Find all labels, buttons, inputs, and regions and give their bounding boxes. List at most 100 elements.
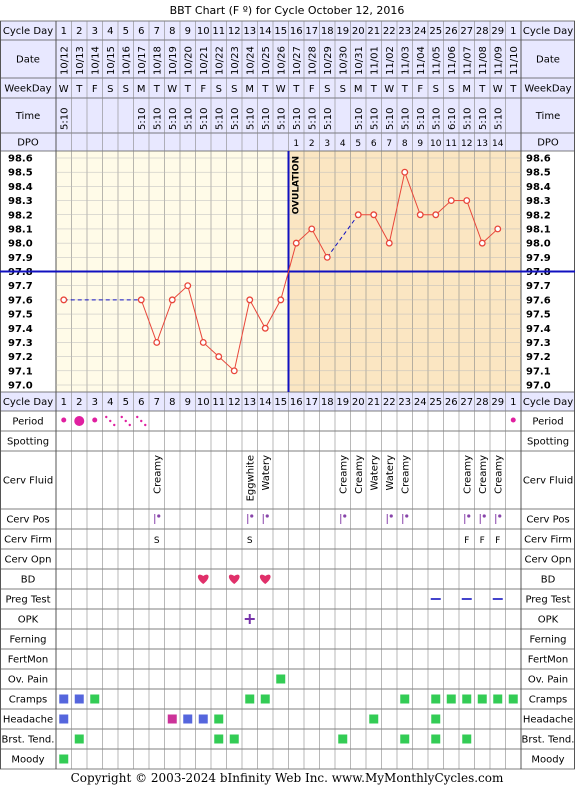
y-tick-label-left: 97.7 bbox=[8, 281, 33, 292]
cycle-day-number-lower: 16 bbox=[290, 397, 303, 408]
weekday-cell: T bbox=[261, 84, 269, 95]
temp-line-segment bbox=[311, 228, 328, 258]
row-label-ferning: Ferning bbox=[9, 635, 46, 646]
cycle-day-number: 13 bbox=[243, 26, 256, 37]
header-background bbox=[0, 21, 575, 151]
date-cell: 10/13 bbox=[75, 46, 86, 75]
temp-point bbox=[153, 338, 161, 346]
y-tick-label-right: 97.9 bbox=[526, 253, 551, 264]
date-cell: 10/27 bbox=[292, 46, 303, 75]
temp-point bbox=[168, 296, 176, 304]
cycle-day-number-lower: 10 bbox=[197, 397, 210, 408]
ov-pain-marker bbox=[276, 674, 286, 684]
cerv-fluid-entry: Creamy bbox=[338, 455, 349, 494]
date-cell: 11/08 bbox=[478, 46, 489, 75]
row-label-right-date: Date bbox=[536, 55, 560, 66]
cycle-day-number-lower: 7 bbox=[154, 397, 160, 408]
row-label-right-period: Period bbox=[532, 417, 563, 428]
y-tick-label-right: 97.3 bbox=[526, 338, 551, 349]
y-tick-label-right: 98.6 bbox=[526, 154, 551, 165]
row-label-time: Time bbox=[15, 111, 40, 122]
weekday-cell: W bbox=[493, 84, 503, 95]
period-spotting-dot bbox=[113, 423, 116, 427]
bd-heart-icon bbox=[228, 574, 240, 584]
cycle-day-number: 23 bbox=[398, 26, 411, 37]
temp-line-segment bbox=[140, 299, 158, 343]
date-cell: 10/31 bbox=[354, 46, 365, 75]
row-label-right-weekday: WeekDay bbox=[524, 84, 571, 95]
row-label-date: Date bbox=[16, 55, 40, 66]
dpo-cell: 4 bbox=[340, 139, 346, 149]
y-tick-label-right: 97.5 bbox=[526, 310, 551, 321]
time-cell: 5:10 bbox=[183, 108, 194, 130]
temp-line-segment bbox=[249, 299, 266, 329]
row-label-right-headache: Headache bbox=[523, 715, 573, 726]
cycle-day-number: 15 bbox=[274, 26, 287, 37]
cerv-pos-dot bbox=[157, 514, 161, 518]
dpo-cell: 10 bbox=[430, 139, 442, 149]
cycle-day-number: 12 bbox=[228, 26, 241, 37]
cerv-fluid-entry: Creamy bbox=[152, 455, 163, 494]
row-label-brst-tend: Brst. Tend. bbox=[2, 735, 55, 746]
date-cell: 11/09 bbox=[493, 46, 504, 75]
headache-marker bbox=[431, 714, 441, 724]
row-label-cerv-fluid: Cerv Fluid bbox=[3, 476, 53, 487]
cramps-marker bbox=[431, 694, 441, 704]
temp-point bbox=[354, 211, 362, 219]
cycle-day-number: 16 bbox=[290, 26, 303, 37]
y-tick-label-left: 98.1 bbox=[8, 224, 33, 235]
y-tick-label-right: 97.0 bbox=[526, 381, 551, 392]
period-spotting-dot bbox=[109, 419, 112, 423]
row-label-period: Period bbox=[12, 417, 43, 428]
date-cell: 10/29 bbox=[323, 46, 334, 75]
dpo-cell: 7 bbox=[386, 139, 392, 149]
row-label-fertmon: FertMon bbox=[8, 655, 48, 666]
cycle-day-number-lower: 13 bbox=[243, 397, 256, 408]
headache-marker bbox=[214, 714, 224, 724]
cycle-day-number-lower: 25 bbox=[429, 397, 442, 408]
weekday-cell: S bbox=[448, 84, 454, 95]
cycle-day-number-lower: 29 bbox=[491, 397, 504, 408]
dpo-cell: 9 bbox=[417, 139, 423, 149]
date-cell: 10/17 bbox=[137, 46, 148, 75]
temp-line-segment bbox=[156, 299, 173, 343]
cerv-fluid-entry: Watery bbox=[261, 455, 272, 491]
row-label-right-brst-tend: Brst. Tend. bbox=[522, 735, 575, 746]
cycle-day-row-background bbox=[0, 392, 575, 411]
cycle-day-number: 20 bbox=[352, 26, 365, 37]
cycle-day-number: 7 bbox=[154, 26, 160, 37]
cycle-day-number-lower: 8 bbox=[169, 397, 175, 408]
cycle-day-number-lower: 20 bbox=[352, 397, 365, 408]
time-cell: 5:10 bbox=[199, 108, 210, 130]
cycle-day-number-lower: 19 bbox=[336, 397, 349, 408]
weekday-cell: F bbox=[417, 84, 423, 95]
temp-point bbox=[323, 253, 331, 261]
period-spotting-dot bbox=[144, 423, 147, 427]
dpo-cell: 5 bbox=[355, 139, 361, 149]
period-spotting-dot bbox=[136, 415, 139, 419]
period-heavy-dot bbox=[74, 416, 85, 426]
weekday-cell: T bbox=[509, 84, 517, 95]
row-label-right-cerv-firm: Cerv Firm bbox=[524, 535, 572, 546]
row-label-right-dpo: DPO bbox=[537, 138, 559, 149]
cerv-pos-dot bbox=[498, 514, 502, 518]
temp-line-segment bbox=[435, 200, 452, 216]
row-label-right-ferning: Ferning bbox=[529, 635, 566, 646]
cycle-day-number: 5 bbox=[123, 26, 129, 37]
temp-line-segment bbox=[481, 228, 499, 244]
dpo-cell: 12 bbox=[461, 139, 472, 149]
temp-point bbox=[184, 282, 192, 290]
cerv-firm-entry: F bbox=[464, 536, 469, 546]
cerv-pos-dot bbox=[265, 514, 269, 518]
row-label-right-cramps: Cramps bbox=[529, 695, 568, 706]
time-cell: 5:10 bbox=[462, 108, 473, 130]
dpo-cell: 2 bbox=[309, 139, 315, 149]
cerv-fluid-entry: Watery bbox=[369, 455, 380, 491]
y-tick-label-left: 97.1 bbox=[8, 366, 33, 377]
row-label-right-fertmon: FertMon bbox=[528, 655, 568, 666]
temp-point bbox=[230, 367, 238, 375]
date-cell: 11/01 bbox=[369, 46, 380, 75]
y-tick-label-left: 97.3 bbox=[8, 338, 33, 349]
weekday-cell: W bbox=[384, 84, 394, 95]
